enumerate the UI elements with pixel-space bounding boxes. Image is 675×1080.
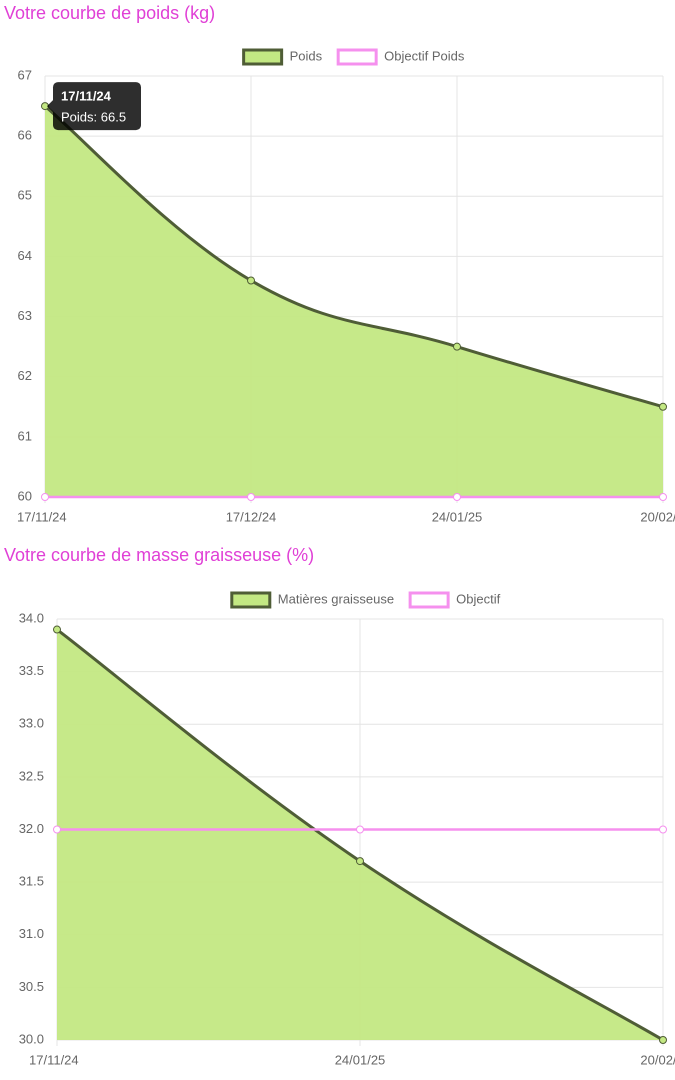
x-tick-label: 17/11/24 xyxy=(29,1052,79,1067)
y-tick-label: 31.0 xyxy=(19,926,44,941)
point xyxy=(659,402,667,411)
y-tick-label: 65 xyxy=(18,188,32,203)
legend-swatch xyxy=(230,591,272,609)
y-tick-label: 63 xyxy=(18,308,32,323)
y-tick-label: 32.0 xyxy=(19,821,44,836)
point xyxy=(453,493,461,501)
legend-label: Objectif Poids xyxy=(384,48,465,63)
point xyxy=(356,857,364,866)
chart: Votre courbe de masse graisseuse (%) 30.0… xyxy=(4,545,675,1068)
chart: Votre courbe de poids (kg) 60 61 62 63 64 65 66… xyxy=(4,3,675,525)
x-tick-label: 20/02/25 xyxy=(640,509,675,524)
y-tick-label: 62 xyxy=(18,368,32,383)
line xyxy=(44,104,664,409)
y-tick-label: 33.0 xyxy=(19,716,44,731)
legend-swatch xyxy=(336,48,378,66)
point xyxy=(41,493,49,501)
area xyxy=(45,106,663,498)
chart-title: Votre courbe de masse graisseuse (%) xyxy=(4,545,314,565)
tooltip-caret xyxy=(47,100,53,113)
y-tick-label: 30.5 xyxy=(19,979,44,994)
point xyxy=(53,825,61,834)
point xyxy=(659,825,667,834)
point xyxy=(247,276,255,285)
y-tick-label: 66 xyxy=(18,128,32,143)
legend-swatch xyxy=(242,48,284,66)
chart-title: Votre courbe de poids (kg) xyxy=(4,3,215,23)
x-tick-label: 17/12/24 xyxy=(226,509,277,524)
tooltip-box xyxy=(53,82,141,131)
point xyxy=(659,493,667,501)
point xyxy=(356,825,364,834)
tooltip-text: Poids: 66.5 xyxy=(61,110,126,125)
y-tick-label: 60 xyxy=(18,488,32,503)
point xyxy=(659,1036,667,1044)
legend-label: Matières graisseuse xyxy=(278,591,394,606)
x-tick-label: 20/02/25 xyxy=(640,1052,675,1067)
point xyxy=(53,625,61,634)
legend-item: Objectif xyxy=(408,591,501,609)
tooltip-title: 17/11/24 xyxy=(61,89,112,104)
legend-swatch xyxy=(408,591,450,609)
y-tick-label: 33.5 xyxy=(19,663,44,678)
x-tick-label: 24/01/25 xyxy=(432,509,483,524)
y-tick-label: 30.0 xyxy=(19,1031,44,1046)
area xyxy=(57,629,663,1040)
legend-label: Poids xyxy=(290,48,323,63)
y-tick-label: 67 xyxy=(18,67,32,82)
legend-item: Poids xyxy=(242,48,323,66)
x-tick-label: 17/11/24 xyxy=(17,509,67,524)
y-tick-label: 61 xyxy=(18,428,32,443)
legend-item: Matières graisseuse xyxy=(230,591,394,609)
y-tick-label: 64 xyxy=(18,248,32,263)
y-tick-label: 32.5 xyxy=(19,768,44,783)
point xyxy=(247,493,255,501)
x-tick-label: 24/01/25 xyxy=(335,1052,386,1067)
point xyxy=(453,342,461,351)
legend-label: Objectif xyxy=(456,591,500,606)
legend-item: Objectif Poids xyxy=(336,48,465,66)
y-tick-label: 34.0 xyxy=(19,610,44,625)
y-tick-label: 31.5 xyxy=(19,874,44,889)
tooltip: 17/11/24 Poids: 66.5 xyxy=(47,82,141,131)
